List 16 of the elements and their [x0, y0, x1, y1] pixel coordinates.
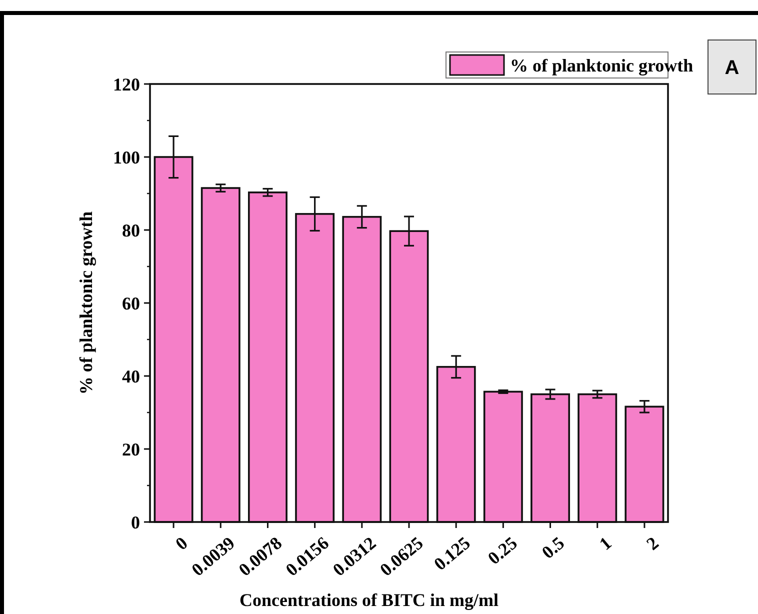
- legend-label: % of planktonic growth: [510, 55, 694, 76]
- x-tick-label: 2: [642, 532, 662, 554]
- x-axis-title: Concentrations of BITC in mg/ml: [239, 590, 499, 610]
- x-tick-label: 0.5: [538, 532, 568, 563]
- y-axis-title: % of planktonic growth: [76, 211, 96, 395]
- y-tick-label: 40: [122, 366, 140, 386]
- y-tick-label: 0: [131, 512, 140, 532]
- y-tick-label: 100: [113, 147, 140, 168]
- x-tick-label: 1: [595, 532, 616, 554]
- y-tick-label: 20: [122, 439, 140, 460]
- y-tick-label: 120: [113, 74, 140, 94]
- text: A: [724, 57, 740, 79]
- x-tick-label: 0: [172, 532, 192, 554]
- y-tick-label: 60: [122, 293, 140, 314]
- x-tick-label: 0.25: [484, 532, 522, 568]
- y-tick-label: 80: [122, 220, 140, 240]
